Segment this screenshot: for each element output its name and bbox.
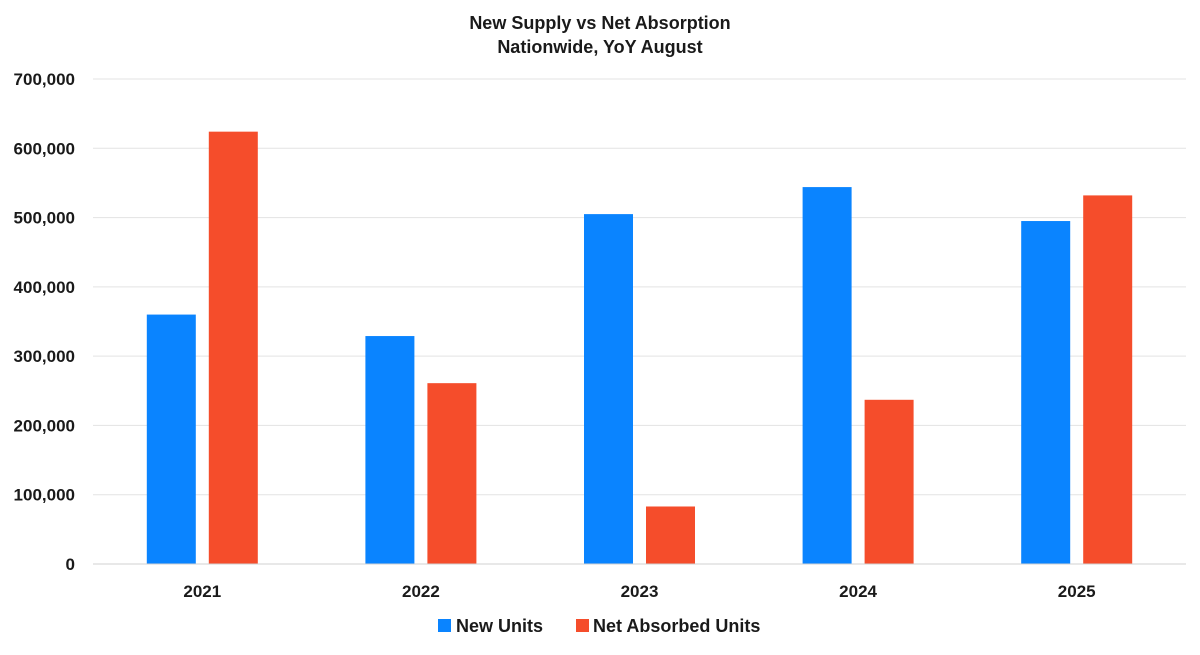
- bar-net-absorbed-units-2023: [646, 506, 695, 564]
- legend-label-net-absorbed-units: Net Absorbed Units: [593, 616, 760, 636]
- bar-new-units-2022: [365, 336, 415, 564]
- chart-subtitle: Nationwide, YoY August: [497, 37, 702, 57]
- legend-swatch-new-units: [438, 619, 451, 632]
- legend: New Units Net Absorbed Units: [438, 616, 760, 636]
- x-tick-label: 2023: [621, 582, 659, 601]
- y-tick-label: 700,000: [14, 70, 75, 89]
- x-tick-label: 2022: [402, 582, 440, 601]
- x-tick-label: 2024: [839, 582, 877, 601]
- y-tick-label: 500,000: [14, 209, 75, 228]
- y-tick-label: 100,000: [14, 486, 75, 505]
- chart-title: New Supply vs Net Absorption: [469, 13, 730, 33]
- legend-swatch-net-absorbed-units: [576, 619, 589, 632]
- bar-net-absorbed-units-2021: [208, 131, 258, 564]
- bar-new-units-2021: [146, 314, 196, 564]
- x-tick-label: 2021: [183, 582, 221, 601]
- bars: [146, 131, 1133, 565]
- bar-net-absorbed-units-2025: [1083, 195, 1133, 564]
- gridlines: [93, 78, 1186, 496]
- y-tick-label: 300,000: [14, 347, 75, 366]
- bar-net-absorbed-units-2024: [864, 399, 914, 564]
- legend-label-new-units: New Units: [456, 616, 543, 636]
- y-tick-label: 600,000: [14, 139, 75, 158]
- bar-new-units-2023: [584, 214, 633, 564]
- x-tick-label: 2025: [1058, 582, 1096, 601]
- x-axis-ticks: 2021 2022 2023 2024 2025: [183, 582, 1095, 601]
- y-tick-label: 400,000: [14, 278, 75, 297]
- y-tick-label: 0: [66, 555, 75, 574]
- y-axis-ticks: 0 100,000 200,000 300,000 400,000 500,000 600,…: [14, 70, 75, 574]
- bar-net-absorbed-units-2022: [427, 383, 477, 564]
- bar-new-units-2025: [1021, 221, 1071, 565]
- y-tick-label: 200,000: [14, 416, 75, 435]
- bar-new-units-2024: [802, 187, 852, 565]
